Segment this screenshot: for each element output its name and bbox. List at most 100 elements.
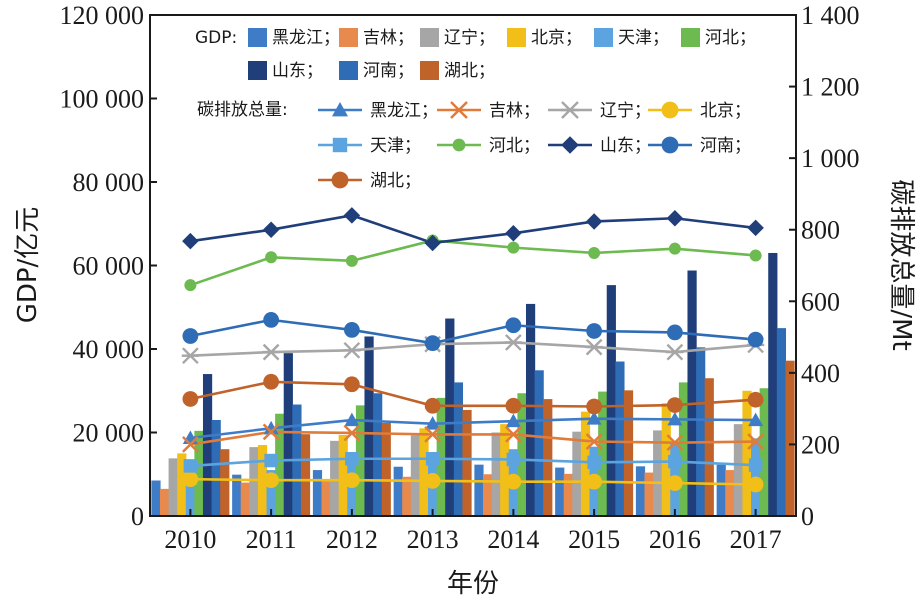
series-line [190,457,756,468]
line-point [505,225,522,242]
legend-bar-swatch [420,61,439,80]
line-point [667,397,683,413]
line-point [507,241,520,254]
series-line [190,214,756,245]
line-point [747,219,764,237]
bar [759,388,769,516]
bar [355,405,366,516]
line-point [424,335,441,352]
y2-tick-label: 1 200 [801,73,860,102]
bar [606,285,616,516]
bar [436,397,446,516]
x-axis-title: 年份 [447,569,499,599]
line-point [667,324,683,341]
bar [661,403,671,516]
line-point [344,376,360,393]
marker-stroke [450,101,468,119]
marker-stroke [181,436,199,453]
legend-line-marker [332,102,348,117]
bar [742,390,752,516]
bar [202,374,213,516]
line-point [588,246,601,259]
line-point [262,423,280,441]
line-point [181,347,199,365]
y2-tick-label: 800 [801,216,840,245]
series-line [190,417,756,440]
marker-stroke [343,424,361,442]
series-line [190,477,756,486]
bar [211,419,221,516]
x-tick-label: 2013 [407,525,459,554]
line-point [505,473,522,490]
y-tick-label: 0 [131,502,144,531]
bar [517,393,527,516]
y2-tick-label: 600 [801,287,840,316]
line-point [586,398,602,415]
bar [704,378,714,516]
bar [491,432,501,516]
y-tick-label: 60 000 [73,252,145,281]
lines-layer [181,207,765,493]
bar [312,470,323,516]
bar [453,382,464,516]
bar [615,361,625,516]
bar [687,270,697,516]
marker-stroke [747,433,765,450]
bar [563,473,573,516]
marker-stroke [585,433,603,450]
y-tick-label: 80 000 [73,168,145,197]
line-point [263,472,279,489]
legend-bar-swatch [594,28,613,47]
legend: GDP: 碳排放总量: 黑龙江； 吉林； 辽宁； 北京； 天津； 河北； 山东； 河南； 湖北；… [195,28,756,191]
bar [177,453,187,517]
bar [275,413,285,516]
bar [373,393,383,516]
bar [410,435,421,516]
bar [776,328,787,517]
x-tick-label: 2012 [326,525,378,554]
legend-bar-label: 湖北； [444,61,495,81]
series-line [190,430,756,446]
legend-line-label: 河南； [700,136,751,156]
bar [580,411,591,517]
y-tick-label: 120 000 [60,1,145,30]
right-axis-ticks: 0 200 400 600 800 1 000 1 200 1 400 [789,1,860,531]
y-tick-label: 100 000 [60,85,145,114]
line-point [344,412,360,427]
legend-line-marker [561,136,579,154]
line-point [506,452,521,467]
line-point [424,397,441,414]
line-point [345,451,359,466]
bar [482,474,493,516]
bar [151,480,161,516]
series-line [190,341,756,357]
legend-co2-prefix: 碳排放总量: [197,100,288,120]
y2-tick-label: 1 000 [801,144,860,173]
line-point [586,323,602,339]
legend-line-marker [452,138,466,152]
legend-line-marker [560,101,580,119]
line-point [748,458,763,472]
bar [534,370,544,516]
bar [543,399,553,516]
bar [364,336,374,516]
bar [321,479,331,516]
y2-tick-label: 0 [801,502,814,531]
line-point [425,416,441,430]
bar [393,466,403,516]
bar [283,353,293,516]
line-point [666,434,684,452]
line-point [262,343,280,361]
line-point [505,317,522,334]
x-tick-label: 2010 [164,525,216,554]
bar [194,430,204,516]
bar [330,440,340,516]
bar [232,474,242,516]
legend-bar-label: 吉林； [363,28,414,48]
legend-line-marker [332,137,348,153]
line-point [424,473,441,489]
left-axis-title: GDP/亿元 [13,207,43,324]
legend-line-label: 辽宁； [600,101,651,121]
x-tick-label: 2014 [487,525,539,554]
bar [768,252,778,516]
